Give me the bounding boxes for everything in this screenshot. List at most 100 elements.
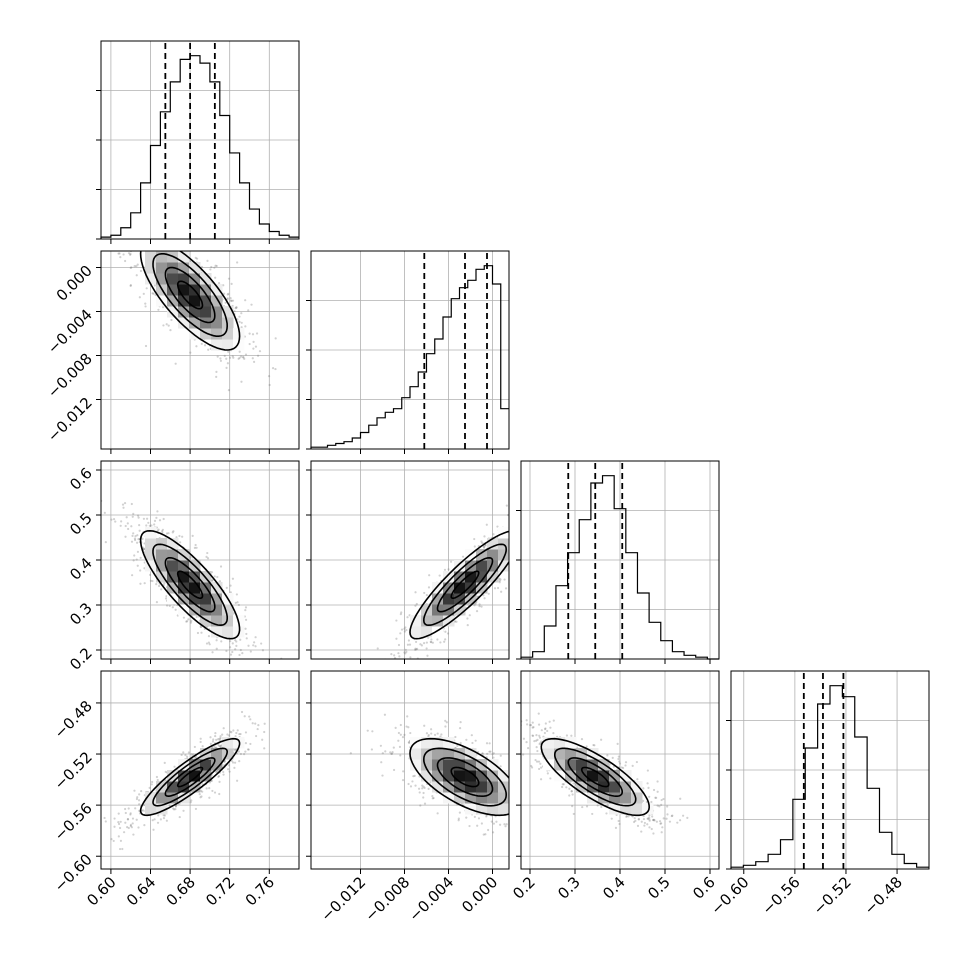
- sample-point: [230, 282, 233, 285]
- density-cell: [178, 770, 190, 782]
- sample-point: [117, 835, 120, 838]
- sample-point: [208, 781, 212, 784]
- contour-line: [176, 280, 204, 310]
- sample-point: [118, 252, 121, 255]
- sample-point: [104, 820, 107, 823]
- sample-point: [127, 826, 130, 830]
- contour-line: [152, 253, 229, 337]
- density-cell: [167, 306, 179, 318]
- x-tick-label: 0.76: [242, 873, 278, 909]
- panel-frame: [100, 670, 300, 870]
- density-cell: [156, 792, 168, 804]
- sample-point: [156, 778, 159, 782]
- sample-point: [135, 558, 138, 561]
- sample-point: [401, 779, 405, 782]
- density-cell: [189, 262, 201, 274]
- sample-point: [165, 323, 168, 326]
- sample-point: [349, 752, 352, 755]
- sample-point: [384, 750, 387, 753]
- sample-point: [172, 808, 176, 811]
- density-cell: [432, 781, 444, 793]
- histogram-panel-0: [96, 40, 300, 244]
- scatter-content: [376, 504, 519, 659]
- sample-point: [398, 655, 401, 658]
- sample-point: [170, 244, 172, 246]
- sample-point: [422, 785, 425, 788]
- density-cell: [487, 803, 499, 815]
- y-tick-label: 0.5: [66, 509, 96, 539]
- sample-point: [509, 561, 511, 563]
- sample-point: [222, 770, 225, 774]
- density-cell: [211, 626, 223, 638]
- sample-point: [403, 630, 406, 633]
- sample-point: [425, 647, 428, 650]
- sample-point: [222, 284, 225, 287]
- sample-point: [481, 541, 484, 545]
- sample-point: [153, 523, 156, 526]
- scatter-content: [521, 712, 689, 835]
- sample-point: [499, 754, 502, 757]
- density-cell: [487, 571, 499, 583]
- sample-point: [229, 297, 232, 300]
- sample-point: [447, 568, 450, 571]
- sample-point: [238, 653, 241, 657]
- sample-point: [518, 825, 520, 827]
- sample-point: [245, 637, 248, 640]
- sample-point: [620, 766, 623, 769]
- sample-point: [482, 594, 485, 597]
- sample-point: [431, 641, 434, 644]
- sample-point: [217, 738, 220, 741]
- density-cell: [487, 560, 499, 572]
- sample-point: [483, 545, 486, 548]
- sample-point: [164, 597, 168, 600]
- sample-point: [230, 731, 233, 734]
- sample-point: [233, 766, 236, 769]
- sample-point: [146, 241, 148, 243]
- sample-point: [421, 784, 424, 787]
- sample-point: [168, 604, 171, 607]
- sample-point: [475, 610, 479, 613]
- sample-point: [392, 768, 396, 772]
- sample-point: [186, 755, 189, 758]
- density-cell: [454, 781, 466, 793]
- sample-point: [444, 630, 447, 633]
- sample-point: [131, 515, 134, 518]
- contour-line: [176, 766, 204, 788]
- sample-point: [488, 750, 491, 753]
- sample-point: [485, 742, 489, 745]
- sample-point: [129, 812, 132, 815]
- sample-point: [229, 356, 232, 359]
- sample-point: [145, 287, 148, 290]
- sample-point: [224, 301, 227, 304]
- sample-point: [470, 734, 473, 737]
- density-cell: [167, 560, 179, 572]
- density-cell: [443, 737, 455, 749]
- sample-point: [207, 641, 210, 644]
- sample-point: [236, 601, 239, 604]
- sample-point: [187, 618, 190, 621]
- density-cell: [421, 626, 433, 638]
- density-cell: [443, 571, 455, 583]
- sample-point: [405, 628, 408, 632]
- sample-point: [139, 269, 143, 273]
- sample-point: [153, 818, 156, 821]
- sample-point: [137, 538, 140, 541]
- sample-point: [215, 738, 218, 741]
- sample-point: [151, 780, 154, 784]
- sample-point: [263, 730, 266, 734]
- sample-point: [235, 644, 238, 647]
- scatter-content: [117, 240, 277, 392]
- sample-point: [394, 726, 397, 729]
- sample-point: [513, 513, 515, 515]
- sample-point: [439, 641, 442, 644]
- sample-point: [226, 293, 229, 296]
- sample-point: [178, 240, 180, 242]
- sample-point: [156, 510, 159, 513]
- sample-point: [144, 302, 147, 305]
- sample-point: [144, 242, 146, 244]
- panel-frame: [100, 250, 300, 450]
- sample-point: [492, 822, 495, 825]
- sample-point: [159, 818, 162, 821]
- sample-point: [517, 542, 519, 544]
- density-cell: [178, 251, 190, 263]
